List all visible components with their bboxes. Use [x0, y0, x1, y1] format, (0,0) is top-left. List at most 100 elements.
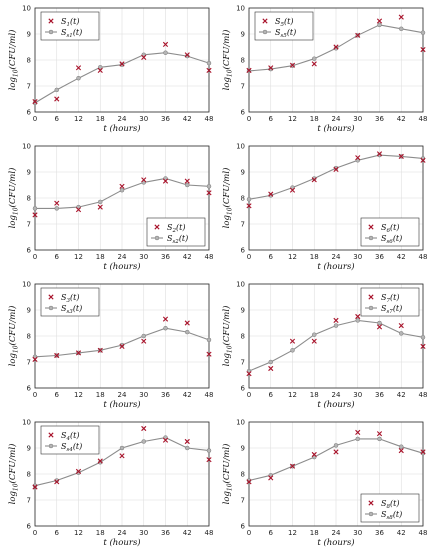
y-axis-label: log10(CFU/ml): [7, 168, 20, 229]
observed-point: [141, 425, 147, 432]
legend: S8(t)Ss8(t): [360, 493, 420, 523]
legend: S6(t)Ss6(t): [360, 217, 420, 247]
model-point: [185, 445, 190, 451]
y-tick-label: 10: [236, 143, 245, 151]
x-tick-label: 36: [375, 115, 384, 123]
x-tick-label: 18: [310, 391, 319, 399]
observed-point: [246, 371, 252, 377]
legend-model-label: Ss6(t): [381, 234, 402, 245]
y-axis-label: log10(CFU/ml): [221, 306, 234, 367]
model-point: [399, 331, 404, 336]
x-tick-label: 12: [288, 529, 297, 537]
observed-point: [311, 451, 317, 458]
plot-frame: [248, 7, 424, 113]
observed-point: [54, 200, 60, 206]
legend-observed-label: S1(t): [61, 17, 79, 28]
legend-model-marker: [48, 29, 54, 35]
x-tick-label: 12: [74, 115, 83, 123]
legend-observed-label: S4(t): [61, 431, 79, 442]
model-point: [206, 448, 212, 453]
observed-point: [311, 338, 317, 344]
observed-point: [246, 479, 252, 485]
x-tick-label: 24: [118, 529, 127, 537]
model-point: [163, 325, 168, 331]
x-tick-label: 48: [205, 253, 214, 261]
y-tick-label: 10: [236, 281, 245, 289]
legend-box: [40, 11, 100, 41]
x-tick-label: 0: [247, 529, 251, 537]
observed-point: [268, 475, 274, 481]
x-tick-label: 36: [161, 253, 170, 261]
observed-point: [268, 65, 274, 71]
y-tick-label: 10: [22, 281, 31, 289]
y-tick-label: 7: [27, 83, 31, 91]
x-tick-label: 30: [139, 253, 148, 261]
observed-point: [141, 338, 147, 344]
x-tick-label: 42: [183, 115, 192, 123]
observed-point: [75, 65, 82, 71]
legend-model-marker: [154, 235, 160, 241]
observed-point: [54, 96, 60, 102]
observed-point: [398, 153, 404, 159]
legend-model-marker: [368, 305, 374, 311]
x-tick-label: 18: [96, 529, 105, 537]
model-point: [119, 62, 125, 67]
plot-frame: [34, 421, 210, 527]
legend-box: [360, 217, 420, 247]
legend: S4(t)Ss4(t): [40, 425, 100, 455]
observed-point: [119, 453, 125, 459]
legend: S7(t)Ss7(t): [360, 287, 420, 317]
model-point: [163, 50, 168, 55]
model-point: [377, 436, 382, 442]
x-tick-label: 12: [288, 391, 297, 399]
observed-point: [355, 313, 361, 320]
observed-point: [54, 479, 60, 485]
x-tick-label: 6: [55, 115, 60, 123]
model-point: [206, 337, 212, 343]
x-axis-label: t (hours): [317, 537, 354, 548]
observed-point: [184, 320, 190, 326]
model-point: [312, 332, 317, 337]
observed-point: [54, 352, 60, 359]
y-tick-label: 10: [22, 5, 31, 13]
y-tick-label: 6: [241, 109, 246, 117]
observed-point: [75, 468, 82, 474]
observed-point: [184, 438, 190, 445]
x-tick-label: 6: [269, 115, 274, 123]
x-tick-label: 0: [33, 115, 37, 123]
y-tick-label: 10: [22, 419, 31, 427]
observed-point: [75, 207, 82, 213]
legend-box: [40, 287, 100, 317]
y-tick-label: 7: [241, 83, 245, 91]
model-point: [420, 335, 426, 340]
x-tick-label: 18: [96, 115, 105, 123]
model-point: [399, 26, 404, 32]
observed-point: [333, 449, 339, 455]
model-point: [268, 359, 273, 365]
observed-point: [355, 155, 361, 161]
model-point: [246, 197, 252, 202]
legend-observed-label: S7(t): [381, 293, 399, 304]
observed-point: [32, 356, 38, 362]
legend-model-marker: [48, 305, 54, 311]
observed-point: [333, 166, 339, 172]
y-tick-label: 7: [241, 497, 245, 505]
observed-point: [206, 190, 212, 196]
observed-point: [32, 484, 38, 490]
x-tick-label: 6: [55, 253, 60, 261]
legend-model-label: Ss3(t): [61, 304, 82, 315]
y-tick-label: 8: [241, 333, 245, 341]
observed-point: [75, 350, 82, 356]
x-tick-label: 42: [183, 529, 192, 537]
legend-model-label: Ss1(t): [61, 28, 82, 39]
x-tick-label: 42: [397, 529, 406, 537]
observed-point: [333, 44, 339, 50]
legend-observed-marker: [48, 294, 54, 300]
x-tick-label: 18: [310, 115, 319, 123]
model-point: [312, 56, 317, 61]
observed-point: [289, 62, 296, 68]
observed-point: [97, 67, 103, 73]
